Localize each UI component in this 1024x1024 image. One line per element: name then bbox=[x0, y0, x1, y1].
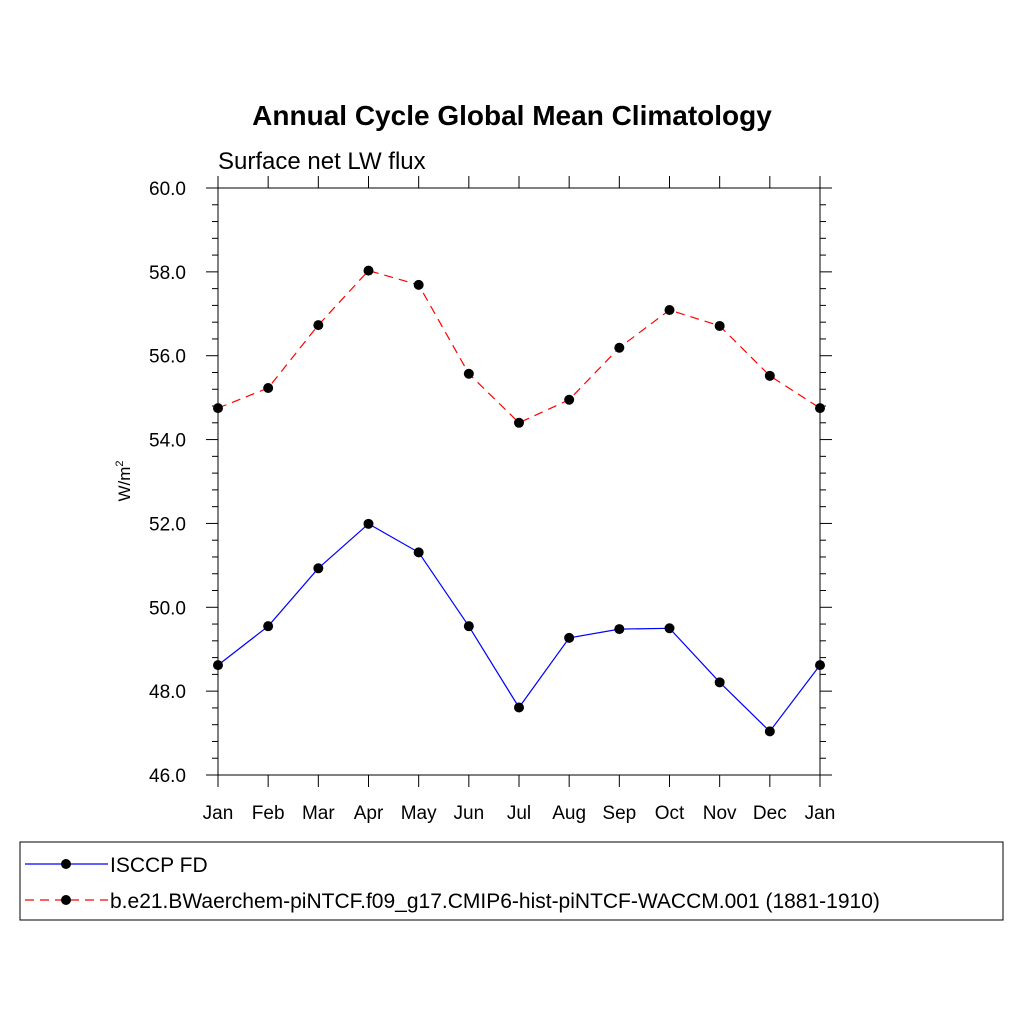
x-tick-label: Aug bbox=[552, 803, 586, 824]
axis-ticks bbox=[206, 176, 832, 787]
y-tick-label: 46.0 bbox=[149, 766, 186, 787]
series-line bbox=[217, 523, 821, 733]
data-point bbox=[463, 368, 474, 379]
data-point bbox=[764, 370, 775, 381]
data-point bbox=[514, 702, 524, 713]
x-tick-label: Jun bbox=[454, 803, 485, 824]
chart-subtitle: Surface net LW flux bbox=[218, 148, 426, 175]
y-axis-label: W/m2 bbox=[114, 460, 134, 501]
legend-item: b.e21.BWaerchem-piNTCF.f09_g17.CMIP6-his… bbox=[25, 890, 880, 913]
x-tick-label: Apr bbox=[354, 803, 384, 824]
data-point bbox=[714, 320, 725, 331]
data-point bbox=[514, 417, 524, 428]
y-tick-label: 50.0 bbox=[149, 598, 186, 619]
data-point bbox=[363, 518, 374, 529]
x-tick-label: Oct bbox=[655, 803, 685, 824]
y-axis-label-superscript: 2 bbox=[114, 460, 126, 466]
data-point bbox=[213, 403, 223, 414]
data-point bbox=[263, 382, 274, 393]
x-tick-label: Feb bbox=[252, 803, 285, 824]
legend: ISCCP FD b.e21.BWaerchem-piNTCF.f09_g17.C… bbox=[25, 854, 880, 913]
y-axis-tick-labels: 46.0 48.0 50.0 52.0 54.0 56.0 58.0 60.0 bbox=[149, 179, 186, 787]
x-tick-label: Jan bbox=[805, 803, 836, 824]
data-point bbox=[213, 660, 223, 671]
x-tick-label: Sep bbox=[602, 803, 636, 824]
x-tick-label: Jul bbox=[507, 803, 531, 824]
data-point bbox=[363, 265, 374, 276]
y-tick-label: 60.0 bbox=[149, 179, 186, 200]
data-point bbox=[714, 677, 725, 688]
y-tick-label: 48.0 bbox=[149, 682, 186, 703]
x-tick-label: Dec bbox=[753, 803, 787, 824]
series-line bbox=[217, 269, 821, 424]
data-point bbox=[313, 320, 324, 331]
data-point bbox=[313, 563, 324, 574]
series-2 bbox=[213, 265, 825, 428]
data-point bbox=[413, 279, 424, 290]
data-point bbox=[815, 403, 825, 414]
data-point bbox=[263, 621, 274, 632]
legend-marker bbox=[61, 859, 71, 869]
x-tick-label: May bbox=[401, 803, 437, 824]
y-tick-label: 54.0 bbox=[149, 431, 186, 452]
data-point bbox=[463, 621, 474, 632]
chart-title: Annual Cycle Global Mean Climatology bbox=[252, 100, 772, 131]
data-point bbox=[664, 305, 675, 316]
x-tick-label: Mar bbox=[302, 803, 335, 824]
x-tick-label: Nov bbox=[703, 803, 737, 824]
series-layer bbox=[213, 265, 825, 737]
data-point bbox=[815, 660, 825, 671]
data-point bbox=[564, 394, 575, 405]
y-tick-label: 52.0 bbox=[149, 514, 186, 535]
x-axis-tick-labels: Jan Feb Mar Apr May Jun Jul Aug Sep Oct Nov Dec Jan bbox=[203, 803, 836, 824]
legend-label: ISCCP FD bbox=[110, 854, 208, 877]
data-point bbox=[614, 624, 625, 635]
legend-marker bbox=[61, 895, 71, 905]
legend-box bbox=[19, 841, 1004, 921]
y-tick-label: 58.0 bbox=[149, 263, 186, 284]
data-point bbox=[564, 632, 575, 643]
legend-label: b.e21.BWaerchem-piNTCF.f09_g17.CMIP6-his… bbox=[110, 890, 880, 913]
data-point bbox=[413, 547, 424, 558]
x-tick-label: Jan bbox=[203, 803, 234, 824]
data-point bbox=[614, 342, 625, 353]
series-1 bbox=[213, 518, 825, 737]
y-tick-label: 56.0 bbox=[149, 347, 186, 368]
data-point bbox=[664, 623, 675, 634]
plot-frame bbox=[217, 187, 821, 776]
legend-item: ISCCP FD bbox=[25, 854, 208, 877]
data-point bbox=[764, 726, 775, 737]
y-axis-label-unit: W/m bbox=[115, 467, 134, 502]
